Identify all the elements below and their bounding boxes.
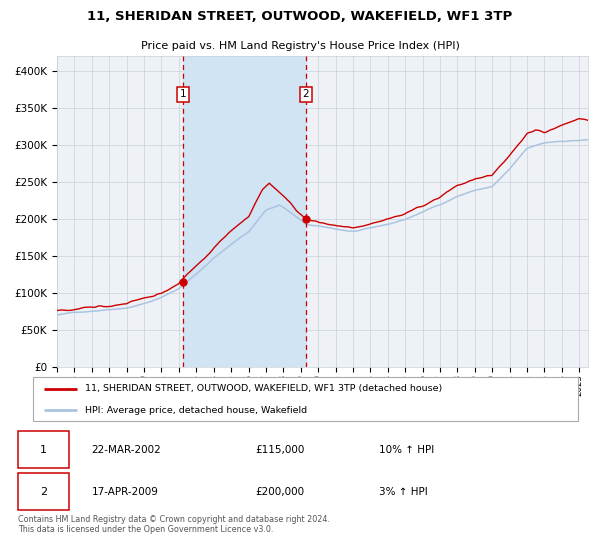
Text: 2: 2 (302, 90, 309, 100)
Text: 1: 1 (179, 90, 186, 100)
Text: 11, SHERIDAN STREET, OUTWOOD, WAKEFIELD, WF1 3TP: 11, SHERIDAN STREET, OUTWOOD, WAKEFIELD,… (88, 11, 512, 24)
Text: £115,000: £115,000 (255, 445, 304, 455)
Text: Contains HM Land Registry data © Crown copyright and database right 2024.
This d: Contains HM Land Registry data © Crown c… (18, 515, 330, 534)
Text: 17-APR-2009: 17-APR-2009 (91, 487, 158, 497)
Text: Price paid vs. HM Land Registry's House Price Index (HPI): Price paid vs. HM Land Registry's House … (140, 41, 460, 50)
Text: 3% ↑ HPI: 3% ↑ HPI (379, 487, 428, 497)
Text: HPI: Average price, detached house, Wakefield: HPI: Average price, detached house, Wake… (85, 406, 307, 415)
Text: 1: 1 (40, 445, 47, 455)
FancyBboxPatch shape (18, 473, 69, 510)
Text: 22-MAR-2002: 22-MAR-2002 (91, 445, 161, 455)
Bar (182, 56, 306, 367)
Text: 2: 2 (40, 487, 47, 497)
FancyBboxPatch shape (18, 431, 69, 468)
Text: 10% ↑ HPI: 10% ↑ HPI (379, 445, 434, 455)
Text: 11, SHERIDAN STREET, OUTWOOD, WAKEFIELD, WF1 3TP (detached house): 11, SHERIDAN STREET, OUTWOOD, WAKEFIELD,… (85, 384, 442, 393)
Text: £200,000: £200,000 (255, 487, 304, 497)
